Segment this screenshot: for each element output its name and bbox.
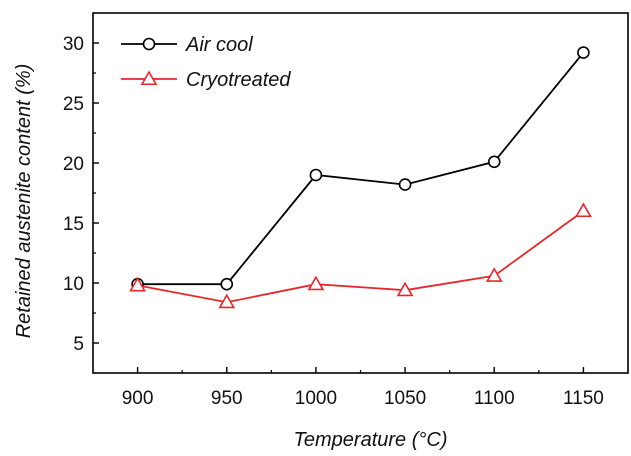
x-tick-label: 1150: [563, 388, 604, 409]
series-line: [137, 52, 585, 286]
series-line: [137, 210, 584, 304]
x-tick-label: 1050: [384, 388, 426, 409]
y-tick-label: 5: [73, 334, 84, 355]
data-point: [129, 276, 146, 292]
data-point: [398, 178, 412, 191]
series-1: [129, 202, 592, 309]
y-tick-label: 10: [63, 274, 84, 295]
x-tick-label: 1000: [295, 388, 337, 409]
legend: Air cool Cryotreated: [121, 34, 291, 91]
legend-marker: [142, 37, 156, 51]
data-point: [575, 202, 592, 218]
x-tick-label: 950: [211, 388, 243, 409]
legend-label: Cryotreated: [186, 69, 291, 91]
data-point: [220, 277, 234, 291]
data-point: [485, 267, 503, 282]
y-axis-title: Retained austenite content (%): [13, 64, 35, 339]
y-tick-label: 20: [63, 154, 84, 175]
y-tick-label: 15: [63, 214, 84, 235]
data-point: [577, 46, 590, 59]
data-point: [309, 168, 323, 182]
data-point: [396, 281, 414, 297]
data-point: [218, 293, 236, 309]
data-point: [307, 275, 325, 291]
legend-label: Air cool: [185, 34, 253, 56]
legend-marker: [140, 70, 158, 86]
axes: [92, 12, 629, 374]
data-point: [487, 155, 501, 169]
series-layer: [129, 46, 592, 309]
y-tick-label: 30: [63, 34, 84, 55]
ticks: 900 950 1000 1050 1100 1150 5 10 15 20 25 30: [63, 34, 604, 409]
x-tick-label: 1100: [474, 388, 515, 409]
x-tick-label: 900: [122, 388, 154, 409]
x-axis-title: Temperature (°C): [294, 429, 448, 451]
y-tick-label: 25: [63, 94, 84, 115]
plot-frame: [92, 12, 629, 374]
